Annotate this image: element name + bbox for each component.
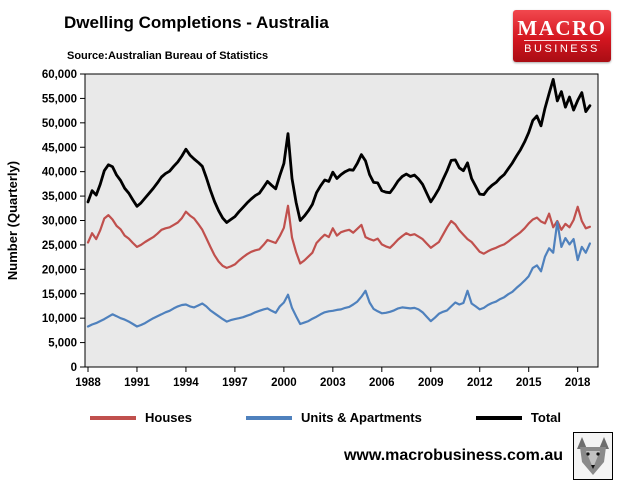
x-tick-label: 2003 bbox=[320, 377, 346, 389]
legend-label-houses: Houses bbox=[145, 410, 192, 425]
logo-text-macro: MACRO bbox=[517, 16, 607, 40]
y-tick-label: 25,000 bbox=[42, 240, 77, 252]
legend-item-total: Total bbox=[475, 410, 561, 425]
wolf-logo-icon bbox=[573, 432, 613, 480]
legend-item-units: Units & Apartments bbox=[246, 410, 422, 425]
chart-legend: Houses Units & Apartments Total bbox=[0, 410, 621, 425]
y-tick-label: 50,000 bbox=[42, 118, 77, 130]
y-tick-label: 15,000 bbox=[42, 289, 77, 301]
y-tick-label: 30,000 bbox=[42, 216, 77, 228]
logo-text-business: BUSINESS bbox=[524, 40, 600, 55]
x-tick-label: 2009 bbox=[418, 377, 444, 389]
plot-frame bbox=[84, 73, 599, 368]
y-tick-label: 20,000 bbox=[42, 264, 77, 276]
legend-label-units: Units & Apartments bbox=[301, 410, 422, 425]
y-tick-label: 35,000 bbox=[42, 191, 77, 203]
series-line-total bbox=[86, 77, 592, 224]
y-tick-label: 5,000 bbox=[48, 338, 77, 350]
total-line-swatch bbox=[475, 415, 522, 420]
x-tick-label: 2000 bbox=[271, 377, 297, 389]
series-line-units-apartments bbox=[86, 220, 592, 328]
x-tick-label: 2006 bbox=[369, 377, 395, 389]
y-tick-label: 55,000 bbox=[42, 93, 77, 105]
macrobusiness-logo: MACRO BUSINESS bbox=[513, 10, 611, 62]
legend-item-houses: Houses bbox=[90, 410, 192, 425]
completions-line-chart: 0 5,000 10,000 15,000 20,000 25,000 30,000 35,0… bbox=[5, 69, 599, 389]
y-axis-label: Number (Quarterly) bbox=[5, 161, 20, 280]
x-tick-label: 2012 bbox=[467, 377, 493, 389]
y-tick-label: 0 bbox=[71, 362, 77, 374]
x-tick-label: 2015 bbox=[516, 377, 542, 389]
x-tick-label: 2018 bbox=[565, 377, 591, 389]
y-tick-label: 60,000 bbox=[42, 69, 77, 81]
houses-line-swatch bbox=[90, 415, 136, 420]
chart-title: Dwelling Completions - Australia bbox=[64, 13, 329, 32]
y-tick-label: 40,000 bbox=[42, 167, 77, 179]
legend-label-total: Total bbox=[530, 410, 561, 425]
x-tick-label: 1994 bbox=[173, 377, 199, 389]
y-tick-label: 10,000 bbox=[42, 313, 77, 325]
plot-area bbox=[85, 74, 598, 367]
x-tick-label: 1988 bbox=[75, 377, 101, 389]
series-line-houses bbox=[86, 204, 592, 269]
y-tick-label: 45,000 bbox=[42, 142, 77, 154]
units-line-swatch bbox=[246, 415, 292, 420]
x-tick-label: 1997 bbox=[222, 377, 248, 389]
x-tick-label: 1991 bbox=[124, 377, 150, 389]
chart-source: Source:Australian Bureau of Statistics bbox=[67, 50, 269, 62]
website-url[interactable]: www.macrobusiness.com.au bbox=[343, 447, 563, 464]
